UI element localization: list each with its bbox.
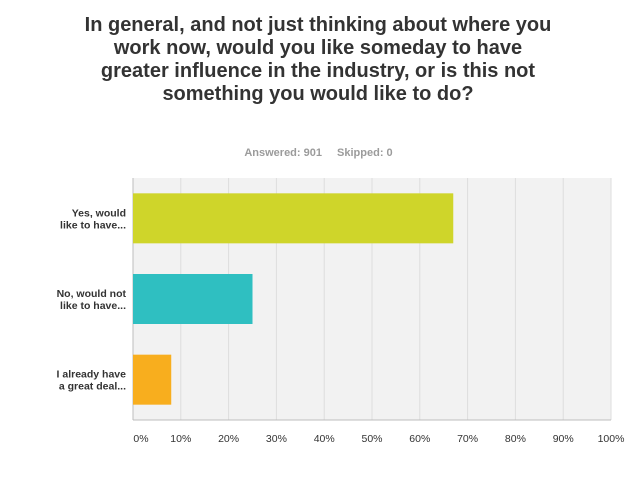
x-tick-labels: 0% 10% 20% 30% 40% 50% 60% 70% 80% 90% 100% [133,433,624,445]
category-label: I already have a great deal... [57,369,127,393]
x-tick-label: 100% [598,433,625,445]
x-tick-label: 30% [266,433,287,445]
chart-title: In general, and not just thinking about … [84,14,552,105]
bar[interactable] [133,354,172,405]
x-tick-label: 60% [409,433,430,445]
x-tick-label: 70% [457,433,478,445]
x-tick-label: 80% [505,433,526,445]
bars [133,193,454,405]
x-tick-label: 10% [170,433,191,445]
category-labels: Yes, would like to have... No, would not li… [57,207,127,392]
response-stats: Answered: 901 Skipped: 0 [0,147,637,159]
bar[interactable] [133,274,253,324]
category-label: Yes, would like to have... [60,207,126,231]
x-tick-label: 90% [553,433,574,445]
x-tick-label: 0% [133,433,148,445]
x-tick-label: 50% [361,433,382,445]
bar[interactable] [133,193,454,244]
answered-count: Answered: 901 [244,147,322,159]
x-tick-label: 40% [314,433,335,445]
category-label: No, would not like to have... [57,288,127,312]
skipped-count: Skipped: 0 [337,147,393,159]
x-tick-label: 20% [218,433,239,445]
